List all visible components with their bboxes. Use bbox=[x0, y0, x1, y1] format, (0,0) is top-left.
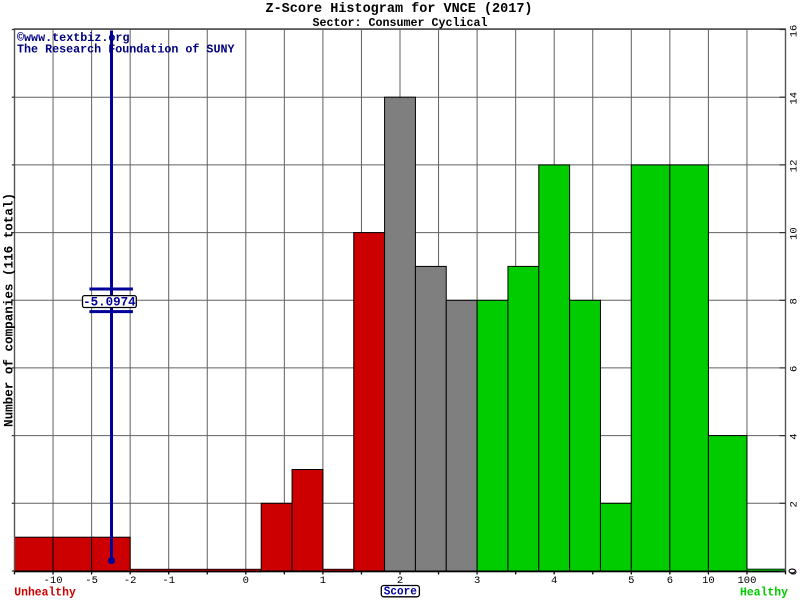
svg-text:©www.textbiz.org: ©www.textbiz.org bbox=[17, 31, 130, 45]
svg-text:12: 12 bbox=[789, 160, 800, 173]
svg-text:Unhealthy: Unhealthy bbox=[14, 585, 76, 599]
svg-text:Number of companies (116 total: Number of companies (116 total) bbox=[2, 193, 16, 427]
svg-text:Score: Score bbox=[384, 585, 417, 599]
svg-text:6: 6 bbox=[789, 366, 800, 372]
svg-text:Healthy: Healthy bbox=[740, 585, 788, 599]
svg-text:-2: -2 bbox=[124, 575, 137, 587]
svg-text:Sector: Consumer Cyclical: Sector: Consumer Cyclical bbox=[313, 16, 488, 30]
svg-text:2: 2 bbox=[789, 501, 800, 507]
svg-text:0: 0 bbox=[243, 575, 249, 587]
svg-text:5: 5 bbox=[628, 575, 634, 587]
svg-text:8: 8 bbox=[789, 298, 800, 304]
svg-text:10: 10 bbox=[702, 575, 715, 587]
svg-text:4: 4 bbox=[789, 433, 800, 439]
svg-text:14: 14 bbox=[789, 92, 800, 105]
svg-text:6: 6 bbox=[667, 575, 673, 587]
svg-text:4: 4 bbox=[551, 575, 557, 587]
svg-text:The Research Foundation of SUN: The Research Foundation of SUNY bbox=[17, 43, 235, 57]
svg-text:-5.0974: -5.0974 bbox=[83, 295, 136, 309]
svg-text:2: 2 bbox=[397, 575, 403, 587]
svg-text:Z-Score Histogram for VNCE (20: Z-Score Histogram for VNCE (2017) bbox=[266, 2, 533, 17]
svg-text:3: 3 bbox=[474, 575, 480, 587]
svg-text:-1: -1 bbox=[162, 575, 175, 587]
svg-text:-5: -5 bbox=[85, 575, 98, 587]
svg-text:10: 10 bbox=[789, 227, 800, 240]
svg-text:1: 1 bbox=[320, 575, 326, 587]
svg-text:-10: -10 bbox=[44, 575, 63, 587]
svg-text:100: 100 bbox=[737, 575, 756, 587]
svg-text:16: 16 bbox=[789, 25, 800, 38]
